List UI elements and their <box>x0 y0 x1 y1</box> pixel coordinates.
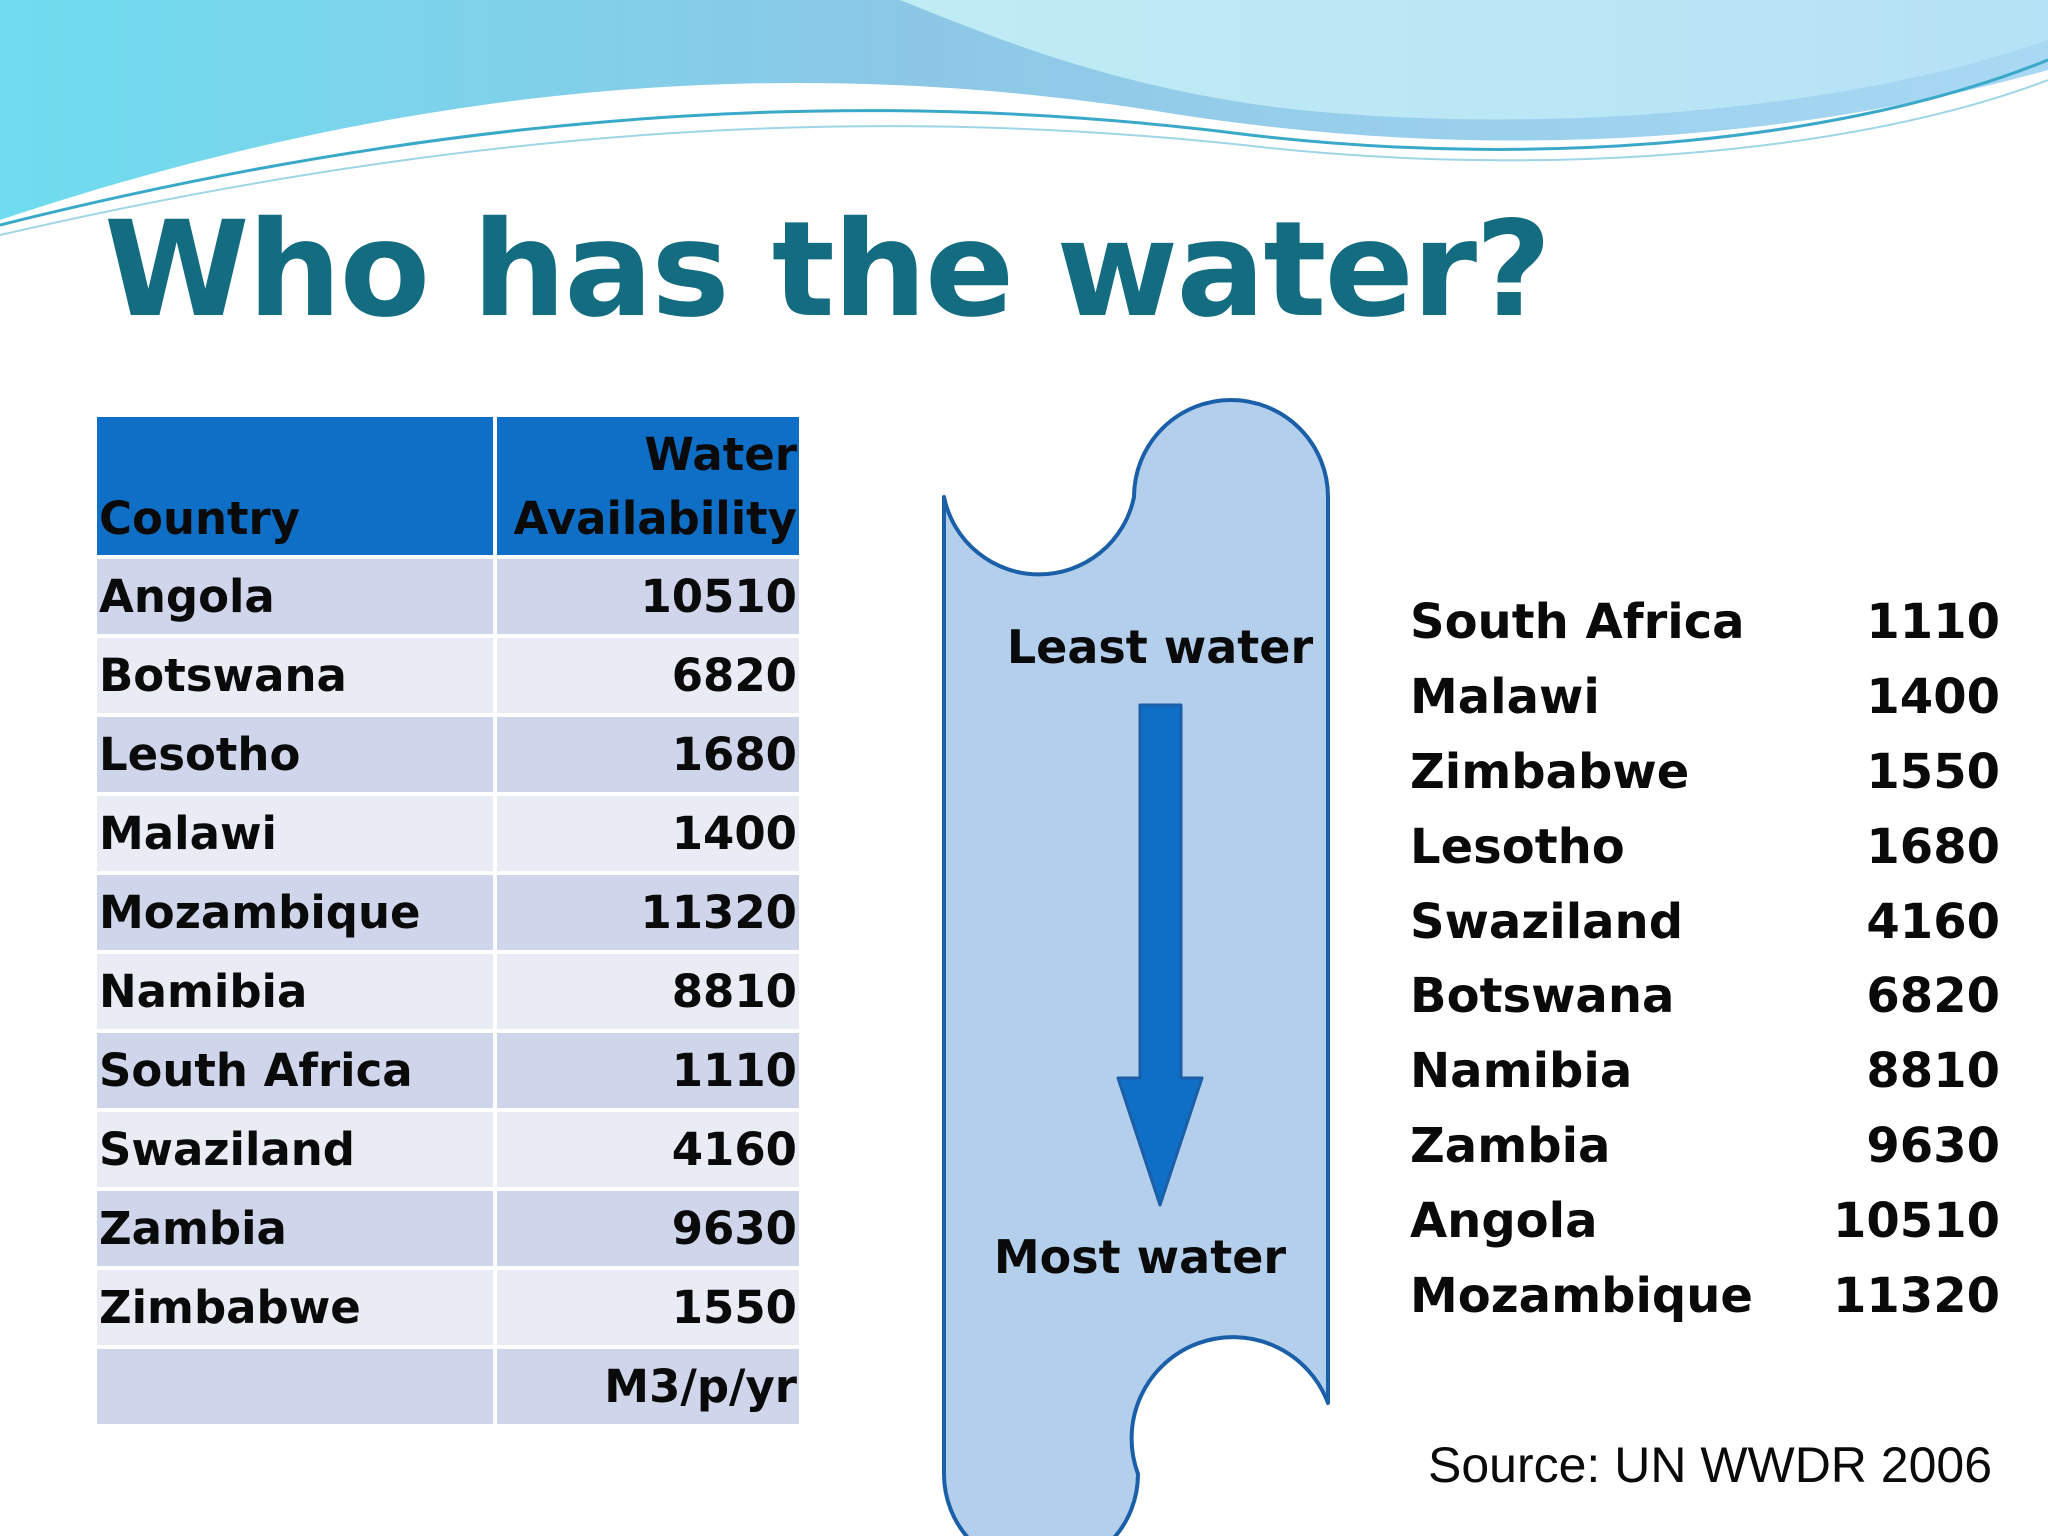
header-country: Country <box>97 417 497 559</box>
ranked-country: Swaziland <box>1410 893 1684 950</box>
table-row: Lesotho 1680 <box>97 713 799 796</box>
list-item: Lesotho 1680 <box>1410 809 2000 884</box>
table-row: Zimbabwe 1550 <box>97 1266 799 1349</box>
table-row: South Africa 1110 <box>97 1029 799 1112</box>
list-item: South Africa 1110 <box>1410 585 2000 660</box>
banner-shape <box>942 398 1330 1536</box>
value-cell: 11320 <box>493 871 799 954</box>
unit-cell: M3/p/yr <box>493 1345 799 1428</box>
country-cell: South Africa <box>97 1029 497 1112</box>
ranked-country: Zambia <box>1410 1117 1611 1174</box>
ranked-country: Lesotho <box>1410 818 1625 875</box>
header-water-availability: Water Availability <box>493 417 799 559</box>
country-cell: Angola <box>97 555 497 638</box>
ranked-country: Angola <box>1410 1192 1598 1249</box>
list-item: Mozambique 11320 <box>1410 1258 2000 1333</box>
value-cell: 1400 <box>493 792 799 875</box>
country-cell: Zambia <box>97 1187 497 1270</box>
ranked-value: 6820 <box>1866 968 2000 1025</box>
ranked-value: 1680 <box>1866 818 2000 875</box>
ranked-value: 11320 <box>1833 1267 2000 1324</box>
ranked-value: 1550 <box>1866 743 2000 800</box>
ranked-value: 9630 <box>1866 1117 2000 1174</box>
ranked-country: Mozambique <box>1410 1267 1753 1324</box>
ranked-country: South Africa <box>1410 594 1745 651</box>
country-cell: Malawi <box>97 792 497 875</box>
country-cell: Swaziland <box>97 1108 497 1191</box>
value-cell: 9630 <box>493 1187 799 1270</box>
ranked-country: Zimbabwe <box>1410 743 1690 800</box>
list-item: Swaziland 4160 <box>1410 884 2000 959</box>
value-cell: 10510 <box>493 555 799 638</box>
value-cell: 8810 <box>493 950 799 1033</box>
table-row: Zambia 9630 <box>97 1187 799 1270</box>
table-row: Mozambique 11320 <box>97 871 799 954</box>
country-cell: Lesotho <box>97 713 497 796</box>
list-item: Botswana 6820 <box>1410 959 2000 1034</box>
ranked-value: 10510 <box>1833 1192 2000 1249</box>
ranked-value: 1110 <box>1866 594 2000 651</box>
table-row: Namibia 8810 <box>97 950 799 1033</box>
value-cell: 6820 <box>493 634 799 717</box>
ranked-country: Namibia <box>1410 1043 1633 1100</box>
most-water-label: Most water <box>993 1230 1287 1284</box>
value-cell: 4160 <box>493 1108 799 1191</box>
country-cell: Namibia <box>97 950 497 1033</box>
table-row: Angola 10510 <box>97 555 799 638</box>
value-cell: 1680 <box>493 713 799 796</box>
empty-cell <box>97 1345 497 1428</box>
country-cell: Botswana <box>97 634 497 717</box>
table-row: Botswana 6820 <box>97 634 799 717</box>
ranked-list: South Africa 1110 Malawi 1400 Zimbabwe 1… <box>1410 585 2000 1333</box>
ranked-country: Malawi <box>1410 669 1600 726</box>
country-cell: Mozambique <box>97 871 497 954</box>
list-item: Malawi 1400 <box>1410 660 2000 735</box>
down-arrow-icon <box>1116 703 1204 1207</box>
table-unit-row: M3/p/yr <box>97 1345 799 1428</box>
value-cell: 1110 <box>493 1029 799 1112</box>
header-wave-decoration <box>0 0 2048 236</box>
page-title: Who has the water? <box>104 193 1552 347</box>
table-header-row: Country Water Availability <box>97 417 799 559</box>
list-item: Zimbabwe 1550 <box>1410 735 2000 810</box>
source-citation: Source: UN WWDR 2006 <box>1428 1437 1993 1493</box>
list-item: Namibia 8810 <box>1410 1034 2000 1109</box>
least-water-label: Least water <box>1006 620 1314 674</box>
value-cell: 1550 <box>493 1266 799 1349</box>
country-cell: Zimbabwe <box>97 1266 497 1349</box>
list-item: Angola 10510 <box>1410 1183 2000 1258</box>
table-row: Malawi 1400 <box>97 792 799 875</box>
ranked-value: 4160 <box>1866 893 2000 950</box>
table-row: Swaziland 4160 <box>97 1108 799 1191</box>
ranked-value: 8810 <box>1866 1043 2000 1100</box>
list-item: Zambia 9630 <box>1410 1109 2000 1184</box>
ranked-country: Botswana <box>1410 968 1675 1025</box>
water-availability-table: Country Water Availability Angola 10510 … <box>97 417 799 1428</box>
ranked-value: 1400 <box>1866 669 2000 726</box>
